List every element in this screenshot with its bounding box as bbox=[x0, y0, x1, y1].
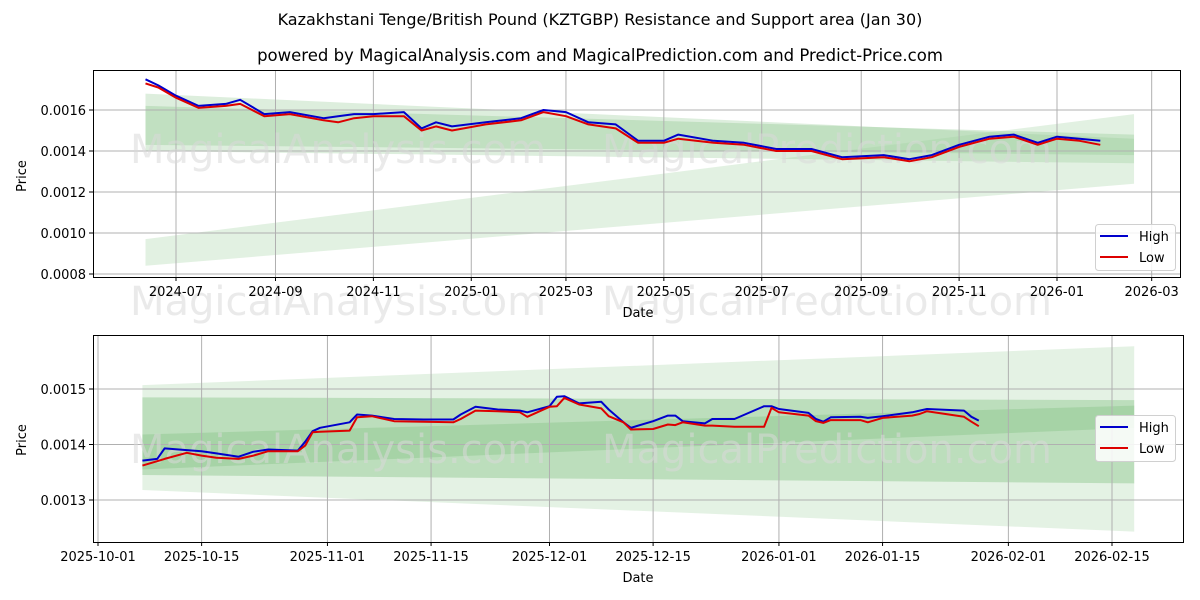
top-x-axis-label: Date bbox=[622, 306, 653, 321]
x-tick-label: 2026-01 bbox=[1030, 285, 1084, 300]
x-tick-label: 2024-07 bbox=[149, 285, 203, 300]
legend-high-label: High bbox=[1139, 230, 1169, 245]
x-tick-label: 2025-07 bbox=[735, 285, 789, 300]
y-tick-label: 0.0008 bbox=[41, 268, 87, 283]
y-tick-label: 0.0016 bbox=[41, 104, 87, 119]
x-tick-label: 2026-03 bbox=[1125, 285, 1179, 300]
x-tick-label: 2025-03 bbox=[539, 285, 593, 300]
x-tick-label: 2025-11-15 bbox=[393, 550, 469, 565]
y-tick-label: 0.0013 bbox=[41, 494, 87, 509]
watermark-prediction-top: MagicalPrediction.com bbox=[602, 127, 1052, 173]
y-tick-label: 0.0015 bbox=[41, 383, 87, 398]
bottom-legend: High Low bbox=[1096, 416, 1176, 462]
x-tick-label: 2026-02-15 bbox=[1074, 550, 1150, 565]
bottom-x-axis-label: Date bbox=[622, 571, 653, 586]
y-tick-label: 0.0014 bbox=[41, 439, 87, 454]
bottom-y-axis: 0.0013 0.0014 0.0015 bbox=[41, 383, 94, 509]
top-legend: High Low bbox=[1096, 225, 1176, 271]
y-tick-label: 0.0014 bbox=[41, 145, 87, 160]
watermark-prediction-bottom: MagicalPrediction.com bbox=[602, 427, 1052, 473]
x-tick-label: 2025-05 bbox=[637, 285, 691, 300]
top-y-axis-label: Price bbox=[15, 160, 30, 192]
x-tick-label: 2026-02-01 bbox=[971, 550, 1047, 565]
top-y-axis: 0.0008 0.0010 0.0012 0.0014 0.0016 bbox=[41, 104, 94, 283]
x-tick-label: 2025-12-01 bbox=[512, 550, 588, 565]
x-tick-label: 2025-10-01 bbox=[60, 550, 136, 565]
x-tick-label: 2025-11-01 bbox=[290, 550, 366, 565]
top-support-resistance-bands bbox=[146, 94, 1135, 266]
x-tick-label: 2025-01 bbox=[444, 285, 498, 300]
x-tick-label: 2025-09 bbox=[834, 285, 888, 300]
x-tick-label: 2026-01-01 bbox=[741, 550, 817, 565]
bottom-chart: MagicalAnalysis.com MagicalPrediction.co… bbox=[15, 335, 1184, 586]
legend-high-label: High bbox=[1139, 421, 1169, 436]
x-tick-label: 2024-11 bbox=[346, 285, 400, 300]
legend-low-label: Low bbox=[1139, 442, 1165, 457]
x-tick-label: 2026-01-15 bbox=[845, 550, 921, 565]
x-tick-label: 2025-11 bbox=[932, 285, 986, 300]
legend-low-label: Low bbox=[1139, 251, 1165, 266]
y-tick-label: 0.0010 bbox=[41, 227, 87, 242]
bottom-y-axis-label: Price bbox=[15, 424, 30, 456]
top-chart: MagicalAnalysis.com MagicalPrediction.co… bbox=[15, 70, 1181, 325]
y-tick-label: 0.0012 bbox=[41, 186, 87, 201]
chart-canvas: MagicalAnalysis.com MagicalPrediction.co… bbox=[0, 0, 1200, 600]
x-tick-label: 2024-09 bbox=[248, 285, 302, 300]
x-tick-label: 2025-12-15 bbox=[615, 550, 691, 565]
bottom-x-axis: 2025-10-01 2025-10-15 2025-11-01 2025-11-15… bbox=[60, 542, 1150, 565]
watermark-analysis-top: MagicalAnalysis.com bbox=[130, 127, 546, 173]
x-tick-label: 2025-10-15 bbox=[164, 550, 240, 565]
